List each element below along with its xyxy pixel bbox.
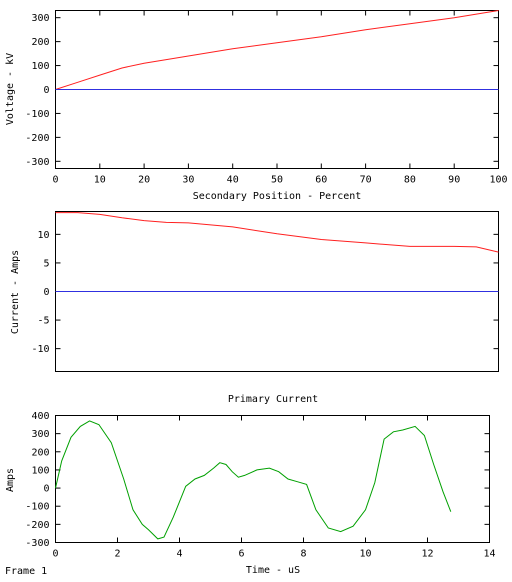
voltage-x-tick-label: 0 [52, 175, 58, 186]
voltage-y-tick-label: 0 [43, 85, 49, 96]
voltage-x-tick-label: 10 [94, 175, 106, 186]
primary-current-x-tick-label: 0 [52, 549, 58, 560]
primary-current-y-tick-label: -200 [25, 520, 49, 531]
voltage-x-tick-label: 60 [315, 175, 327, 186]
primary-current-series-0-line [55, 420, 452, 540]
voltage-x-tick-label: 70 [360, 175, 372, 186]
primary-current-y-tick-label: 100 [31, 465, 49, 476]
current-chart: Current - Amps -10 -5 0 5 10 [10, 211, 499, 372]
voltage-x-tick-label: 80 [404, 175, 416, 186]
voltage-x-tick-label: 40 [227, 175, 239, 186]
primary-current-x-tick-label: 6 [238, 549, 244, 560]
current-y-tick-label: 10 [37, 230, 49, 241]
primary-current-x-tick-label: 8 [300, 549, 306, 560]
current-y-tick-label: 5 [43, 258, 49, 269]
primary-current-y-tick-label: 300 [31, 429, 49, 440]
voltage-x-tick-label: 90 [448, 175, 460, 186]
voltage-y-axis-label: Voltage - kV [5, 53, 16, 125]
primary-current-plot-frame [55, 415, 490, 543]
voltage-y-tick-label: -200 [25, 133, 49, 144]
frame-label: Frame 1 [5, 566, 47, 577]
primary-current-y-tick-label: -300 [25, 538, 49, 549]
voltage-chart: Secondary Position - Percent Voltage - k… [5, 10, 508, 202]
voltage-x-tick-label: 50 [271, 175, 283, 186]
voltage-x-tick-label: 20 [138, 175, 150, 186]
primary-current-y-tick-label: 200 [31, 447, 49, 458]
current-series-0-line [55, 212, 499, 253]
primary-current-chart: Primary Current Time - uS Amps -300 -200 -… [5, 394, 496, 576]
voltage-x-tick-label: 30 [182, 175, 194, 186]
voltage-y-tick-label: -100 [25, 109, 49, 120]
primary-current-x-tick-label: 2 [114, 549, 120, 560]
primary-current-x-tick-label: 14 [483, 549, 495, 560]
primary-current-x-tick-label: 12 [421, 549, 433, 560]
primary-current-title: Primary Current [228, 394, 318, 405]
voltage-x-tick-label: 100 [489, 175, 507, 186]
primary-current-y-tick-label: 0 [43, 484, 49, 495]
primary-current-x-axis-label: Time - uS [246, 565, 300, 576]
primary-current-y-axis-label: Amps [5, 468, 16, 492]
primary-current-x-tick-label: 4 [176, 549, 182, 560]
primary-current-y-tick-label: -100 [25, 502, 49, 513]
current-y-axis-label: Current - Amps [10, 250, 21, 334]
voltage-y-tick-label: 100 [31, 61, 49, 72]
current-y-tick-label: -10 [31, 344, 49, 355]
current-y-tick-label: 0 [43, 287, 49, 298]
voltage-y-tick-label: 200 [31, 37, 49, 48]
primary-current-x-tick-label: 10 [359, 549, 371, 560]
primary-current-y-tick-label: 400 [31, 411, 49, 422]
voltage-series-0-line [55, 10, 499, 90]
voltage-y-tick-label: 300 [31, 13, 49, 24]
voltage-x-axis-label: Secondary Position - Percent [193, 191, 362, 202]
voltage-y-tick-label: -300 [25, 157, 49, 168]
current-y-tick-label: -5 [37, 316, 49, 327]
